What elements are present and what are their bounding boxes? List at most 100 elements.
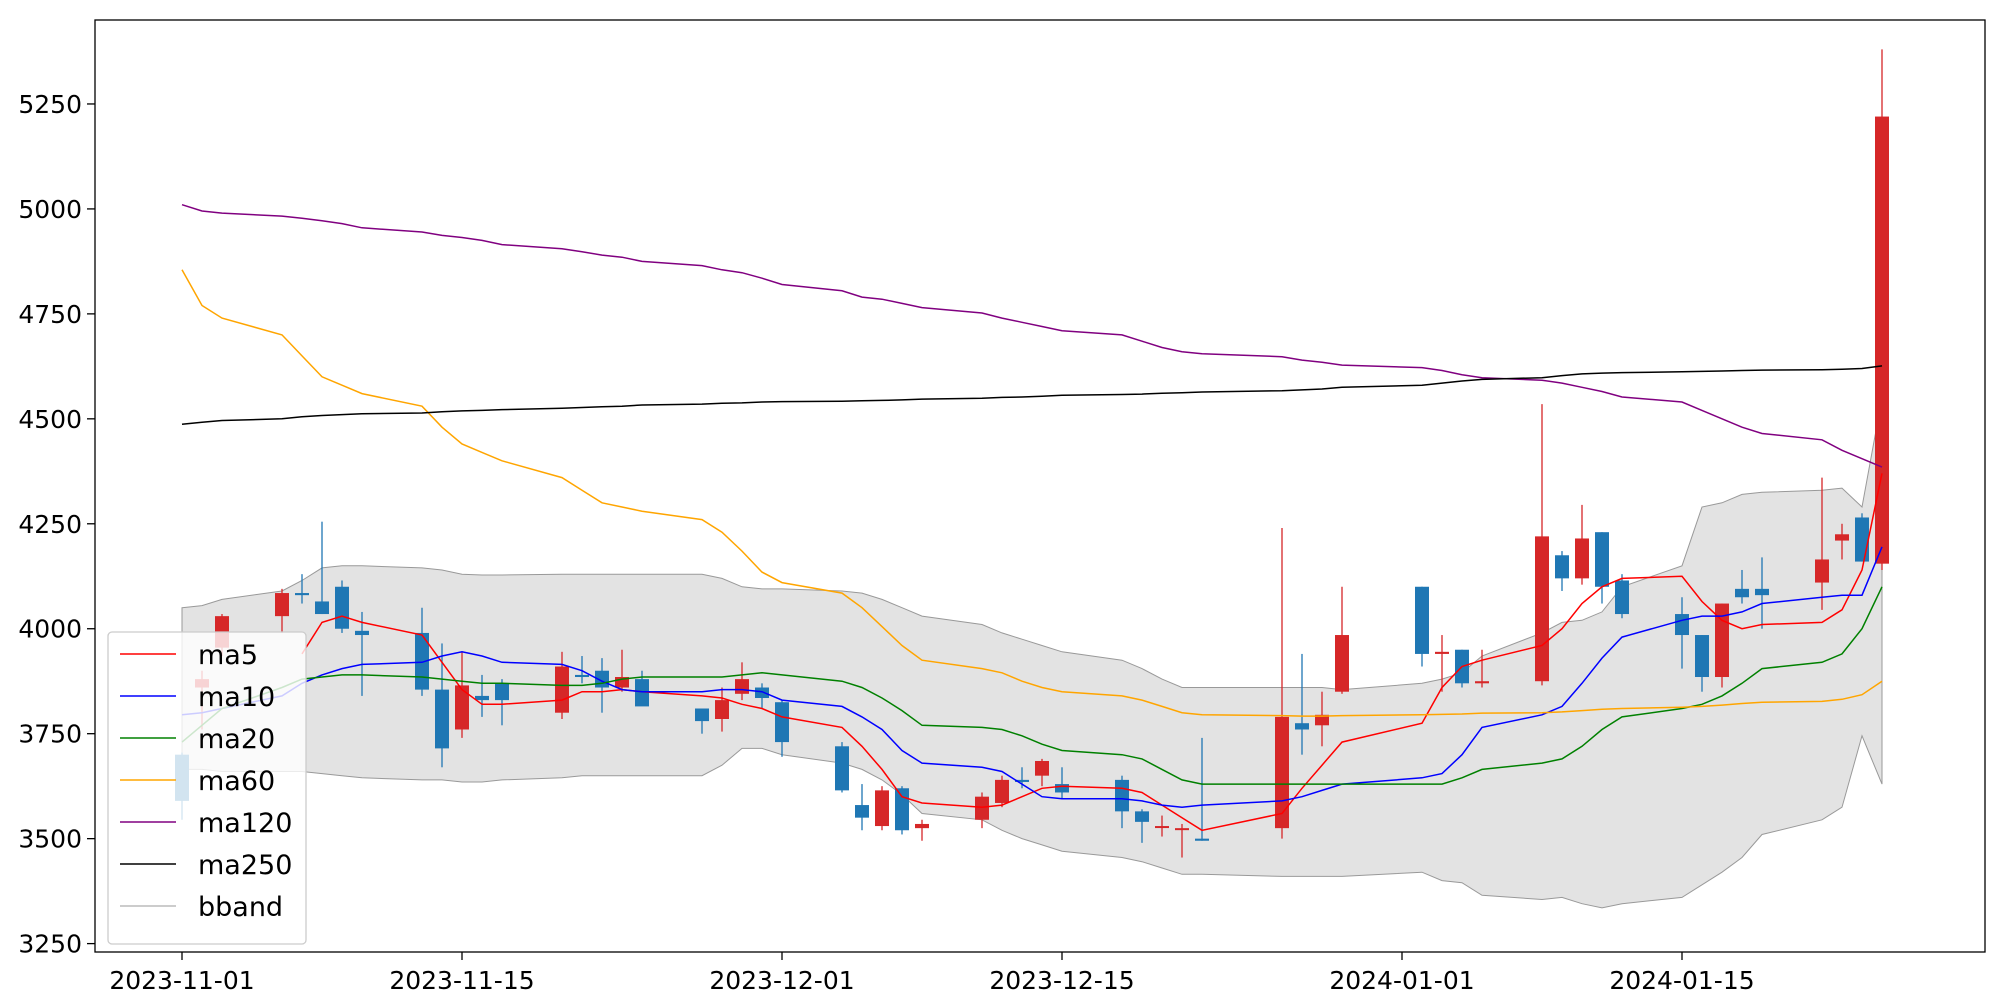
candle-body [1835,534,1849,541]
candle [915,819,929,841]
candle [1755,557,1769,629]
candle-body [435,689,449,749]
plot-frame [94,19,1986,953]
legend-box [107,631,307,945]
x-tick-label: 2023-11-15 [389,966,534,995]
candle-body [555,666,569,713]
candle-body [1315,714,1329,726]
candle-body [755,687,769,699]
candle-body [855,805,869,818]
candle-body [775,702,789,743]
candle-body [455,685,469,730]
candle [1195,737,1209,841]
candle [355,611,369,696]
candle [575,656,589,684]
x-tick-label: 2024-01-15 [1609,966,1754,995]
candle-body [355,630,369,636]
candle [315,521,329,615]
candle [1455,649,1469,688]
candle [335,580,349,633]
candle-body [715,700,729,719]
ma5-line [301,473,1883,832]
candle [415,607,429,696]
candle-body [1115,779,1129,812]
candle-body [995,779,1009,803]
candle-body [1415,586,1429,654]
candle-body [1335,635,1349,692]
candle [715,687,729,732]
candle-body [695,708,709,722]
candle-body [615,677,629,688]
candle [895,786,909,835]
candle [1575,504,1589,585]
legend: ma5 ma10 ma20 ma60 ma120 ma250 bband [107,631,307,945]
ma250-line [181,365,1883,426]
bband-layer [181,397,1883,909]
candle-body [1155,826,1169,829]
ma-lines-layer [181,203,1883,832]
candle [1055,767,1069,799]
candle [475,674,489,717]
candle [635,670,649,707]
candle [1615,574,1629,619]
legend-label-ma250: ma250 [198,850,292,881]
candle [1315,691,1329,747]
ma10-line [181,546,1883,808]
candle [1475,649,1489,688]
candle [495,679,509,726]
candle-body [1175,828,1189,831]
candle [1695,635,1709,692]
candle [1855,513,1869,562]
ma60-line [181,269,1883,717]
candle-body [1735,588,1749,598]
candle [975,792,989,829]
candle [455,651,469,738]
candle [1815,477,1829,610]
candle [1595,532,1609,604]
x-tick-label: 2023-12-01 [709,966,854,995]
y-tick-label: 4000 [18,615,82,644]
candle [295,574,309,604]
candle-body [575,674,589,678]
candle [1335,586,1349,694]
candle-body [1575,538,1589,579]
candle-body [915,823,929,829]
candle-body [275,593,289,617]
candle [1135,809,1149,843]
y-axis: 3250 3500 3750 4000 4250 4500 4750 5000 5250 [18,90,95,959]
candle-body [495,683,509,701]
candle-body [1535,536,1549,682]
candle-body [1275,716,1289,829]
x-tick-label: 2023-11-01 [109,966,254,995]
candle [695,708,709,734]
candle-body [1615,580,1629,615]
candle-body [835,746,849,791]
y-tick-label: 4250 [18,510,82,539]
candle [995,775,1009,808]
candle [1295,653,1309,755]
candle-body [1135,811,1149,822]
candle [1175,823,1189,858]
ma20-line [181,586,1883,785]
candle [835,742,849,793]
y-tick-label: 4750 [18,300,82,329]
x-tick-label: 2024-01-01 [1329,966,1474,995]
candle-body [415,632,429,690]
y-tick-label: 3750 [18,720,82,749]
candle [1275,527,1289,839]
x-axis: 2023-11-01 2023-11-15 2023-12-01 2023-12-15… [109,952,1755,995]
x-tick-label: 2023-12-15 [989,966,1134,995]
candle-body [1695,635,1709,678]
candle-body [1035,760,1049,776]
candle-body [1015,779,1029,782]
y-tick-label: 3250 [18,930,82,959]
y-tick-label: 3500 [18,825,82,854]
candle-body [875,790,889,827]
candle-body [895,788,909,831]
candle-body [335,586,349,629]
candle-body [475,695,489,701]
candle [615,649,629,692]
candle-body [1755,588,1769,596]
candle [275,588,289,633]
